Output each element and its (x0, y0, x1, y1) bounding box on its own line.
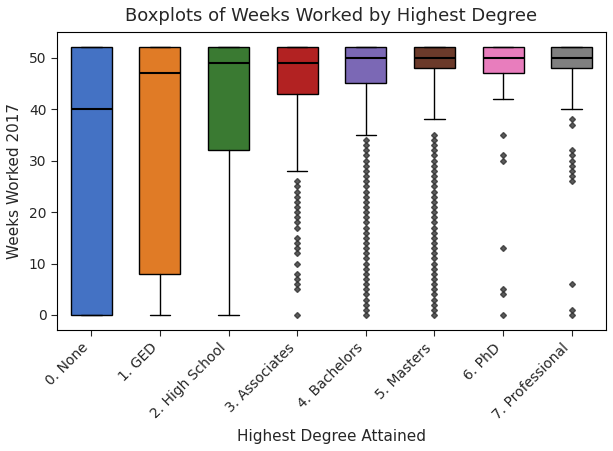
PathPatch shape (345, 47, 386, 83)
PathPatch shape (276, 47, 318, 94)
PathPatch shape (208, 47, 249, 150)
PathPatch shape (551, 47, 592, 68)
Title: Boxplots of Weeks Worked by Highest Degree: Boxplots of Weeks Worked by Highest Degr… (126, 7, 538, 25)
PathPatch shape (482, 47, 524, 73)
PathPatch shape (139, 47, 180, 274)
PathPatch shape (414, 47, 455, 68)
PathPatch shape (70, 47, 112, 315)
Y-axis label: Weeks Worked 2017: Weeks Worked 2017 (7, 103, 22, 259)
X-axis label: Highest Degree Attained: Highest Degree Attained (237, 429, 426, 444)
